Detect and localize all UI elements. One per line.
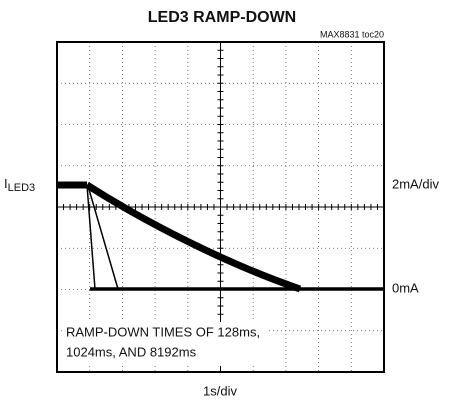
annotation-line: RAMP-DOWN TIMES OF 128ms, [66, 324, 260, 339]
zero-level: 0mA [392, 280, 419, 295]
trace-8192ms [85, 182, 302, 293]
trace-label: ILED3 [4, 176, 35, 193]
annotation-bg [62, 322, 267, 366]
vertical-scale: 2mA/div [392, 176, 439, 191]
trace-1024ms [87, 185, 119, 290]
trace-128ms [86, 184, 96, 290]
annotation-line: 1024ms, AND 8192ms [66, 344, 197, 359]
trace-sub: LED3 [8, 182, 36, 194]
trace-name: I [4, 176, 8, 191]
scope-frame [56, 41, 385, 373]
horizontal-scale: 1s/div [203, 383, 237, 398]
ref-label: MAX8831 toc20 [320, 29, 384, 39]
title: LED3 RAMP-DOWN [148, 9, 296, 26]
traces [57, 181, 384, 293]
